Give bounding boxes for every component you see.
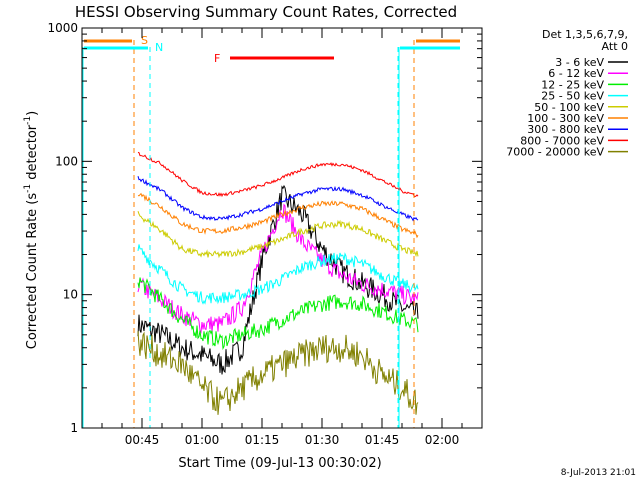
legend-entry-label: 50 - 100 keV (534, 101, 604, 114)
legend-entry-label: 6 - 12 keV (548, 67, 604, 80)
x-tick-label: 01:30 (305, 433, 340, 447)
x-axis-label: Start Time (09-Jul-13 00:30:02) (178, 456, 381, 471)
y-tick-label: 1 (70, 421, 78, 435)
timestamp: 8-Jul-2013 21:01 (561, 468, 636, 478)
series-line (137, 277, 419, 351)
legend-entry-label: 100 - 300 keV (527, 112, 604, 125)
y-label-sup1: -1 (23, 184, 33, 193)
series-line (137, 176, 419, 222)
y-label-part2: detector (25, 124, 40, 184)
y-axis-label: Corrected Count Rate (s-1 detector-1) (23, 111, 40, 349)
series-line (137, 331, 419, 415)
y-tick-label: 10 (63, 288, 78, 302)
legend-det-line1: Det 1,3,5,6,7,9, (542, 28, 628, 41)
y-label-sup2: -1 (23, 116, 33, 125)
plot-area (137, 151, 419, 415)
y-label-part1: Corrected Count Rate (s (25, 193, 40, 350)
series-line (137, 203, 419, 334)
legend-entry-label: 12 - 25 keV (541, 78, 604, 91)
legend-entry-label: 7000 - 20000 keV (506, 146, 604, 159)
chart-title: HESSI Observing Summary Count Rates, Cor… (75, 3, 457, 21)
y-tick-label: 1000 (47, 21, 78, 35)
series-line (137, 211, 419, 259)
legend-det-line2: Att 0 (602, 40, 628, 53)
series-line (137, 244, 419, 305)
legend-entry-label: 3 - 6 keV (555, 56, 604, 69)
flare-flag-label: F (214, 52, 220, 65)
legend-entry-label: 300 - 800 keV (527, 123, 604, 136)
x-axis: 00:45 01:00 01:15 01:30 01:45 02:00 (81, 28, 483, 447)
series-line (137, 192, 419, 239)
x-tick-label: 01:45 (365, 433, 400, 447)
x-tick-label: 01:15 (245, 433, 280, 447)
night-flag-label: N (155, 41, 163, 54)
legend-entry-label: 25 - 50 keV (541, 90, 604, 103)
y-tick-label: 100 (55, 154, 78, 168)
y-axis: 1 10 100 1000 (47, 21, 482, 435)
x-tick-label: 02:00 (425, 433, 460, 447)
x-tick-label: 00:45 (125, 433, 160, 447)
flag-lines: SN F (82, 34, 460, 428)
legend-entry-label: 800 - 7000 keV (520, 134, 604, 147)
saa-flag-label: S (141, 34, 148, 47)
x-tick-label: 01:00 (185, 433, 220, 447)
series-line (137, 151, 419, 198)
y-label-part3: ) (25, 111, 40, 116)
